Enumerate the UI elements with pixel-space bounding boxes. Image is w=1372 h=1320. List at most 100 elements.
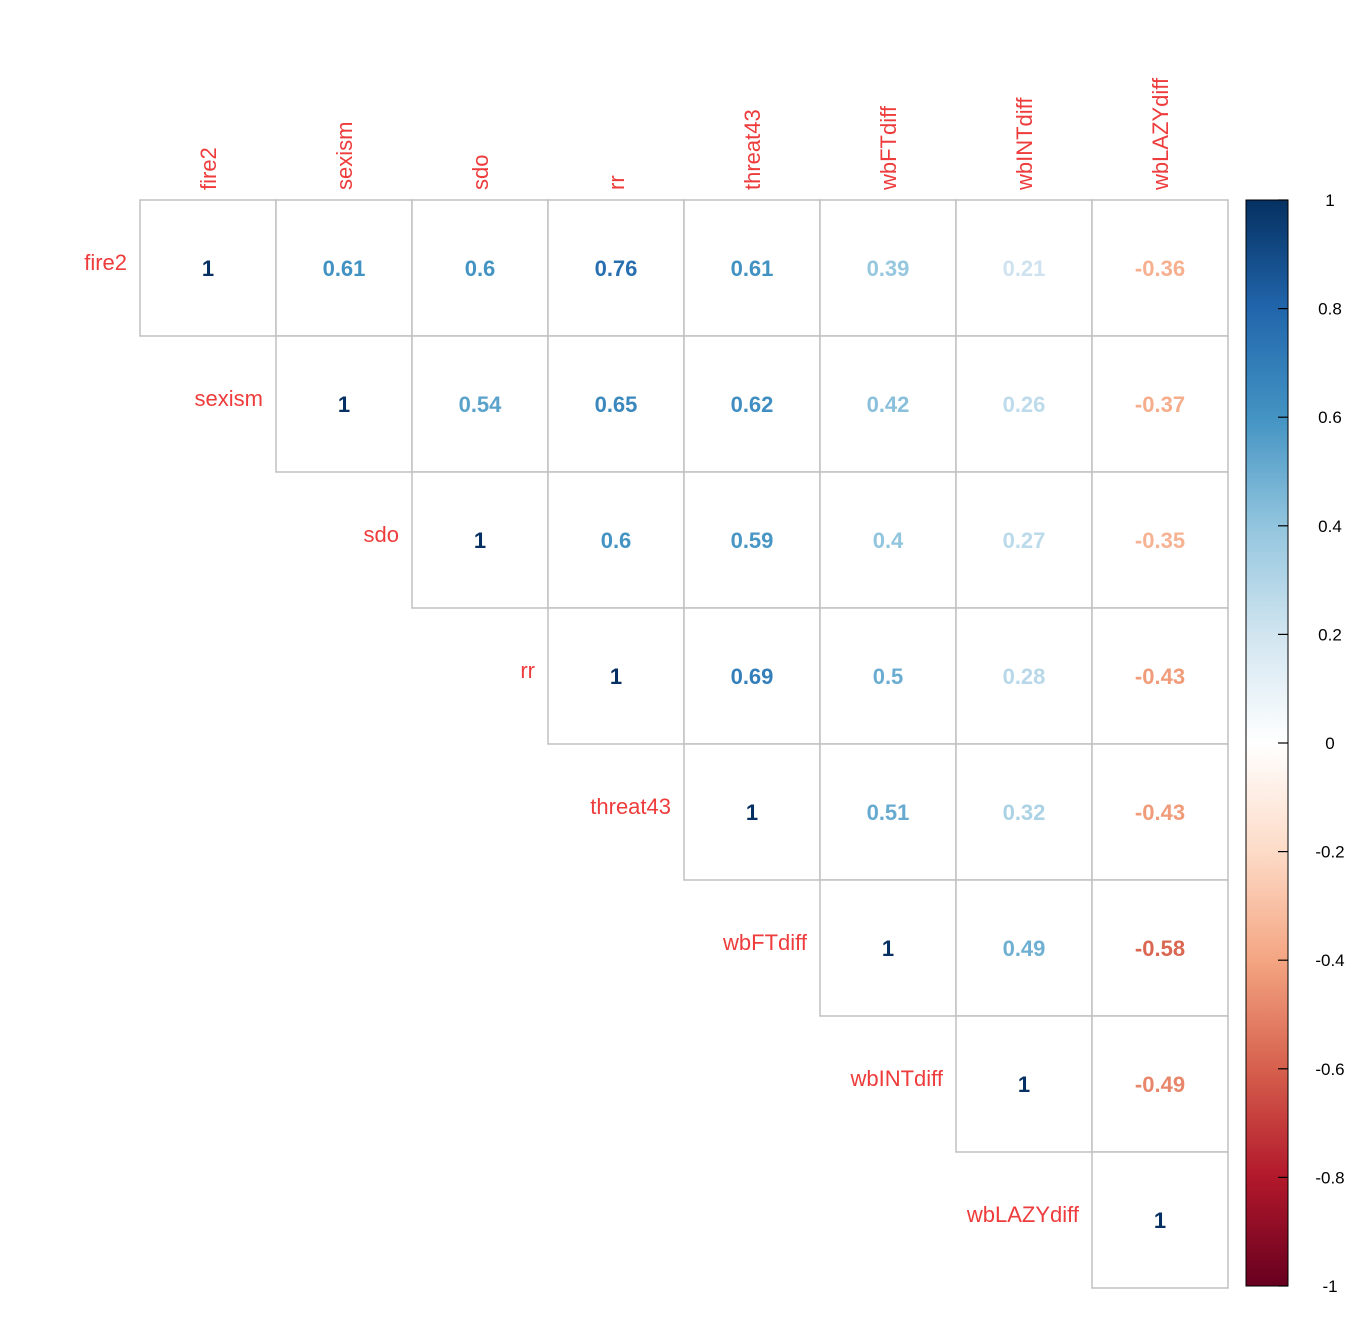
cell-sexism-wbFTdiff xyxy=(819,335,957,473)
value-sdo-wbFTdiff: 0.4 xyxy=(873,528,904,553)
column-label-fire2: fire2 xyxy=(196,147,221,190)
cell-rr-rr xyxy=(547,607,685,745)
value-rr-threat43: 0.69 xyxy=(731,664,774,689)
row-label-rr: rr xyxy=(520,658,535,683)
value-wbFTdiff-wbFTdiff: 1 xyxy=(882,936,894,961)
value-wbFTdiff-wbINTdiff: 0.49 xyxy=(1003,936,1046,961)
cell-fire2-rr xyxy=(547,199,685,337)
cell-rr-wbINTdiff xyxy=(955,607,1093,745)
value-rr-wbFTdiff: 0.5 xyxy=(873,664,904,689)
value-sdo-sdo: 1 xyxy=(474,528,486,553)
value-sexism-wbLAZYdiff: -0.37 xyxy=(1135,392,1185,417)
cell-sdo-sdo xyxy=(411,471,549,609)
value-wbINTdiff-wbINTdiff: 1 xyxy=(1018,1072,1030,1097)
column-label-threat43: threat43 xyxy=(740,109,765,190)
value-threat43-wbFTdiff: 0.51 xyxy=(867,800,910,825)
cell-sdo-wbFTdiff xyxy=(819,471,957,609)
column-label-wbFTdiff: wbFTdiff xyxy=(876,105,901,191)
color-legend-tick-label: -0.8 xyxy=(1315,1168,1344,1187)
column-label-sexism: sexism xyxy=(332,122,357,190)
value-sdo-threat43: 0.59 xyxy=(731,528,774,553)
value-rr-wbINTdiff: 0.28 xyxy=(1003,664,1046,689)
row-label-sexism: sexism xyxy=(195,386,263,411)
cell-wbFTdiff-wbFTdiff xyxy=(819,879,957,1017)
cell-sdo-threat43 xyxy=(683,471,821,609)
column-labels: fire2 sexism sdo rr threat43 wbFTdiff wbINTdif… xyxy=(196,77,1173,191)
value-threat43-wbLAZYdiff: -0.43 xyxy=(1135,800,1185,825)
cell-fire2-wbFTdiff xyxy=(819,199,957,337)
cell-sexism-wbLAZYdiff xyxy=(1091,335,1229,473)
value-wbINTdiff-wbLAZYdiff: -0.49 xyxy=(1135,1072,1185,1097)
value-fire2-threat43: 0.61 xyxy=(731,256,774,281)
cell-wbINTdiff-wbLAZYdiff xyxy=(1091,1015,1229,1153)
value-sexism-wbFTdiff: 0.42 xyxy=(867,392,910,417)
value-fire2-fire2: 1 xyxy=(202,256,214,281)
cell-threat43-wbINTdiff xyxy=(955,743,1093,881)
cell-fire2-threat43 xyxy=(683,199,821,337)
value-wbLAZYdiff-wbLAZYdiff: 1 xyxy=(1154,1208,1166,1233)
value-sdo-wbINTdiff: 0.27 xyxy=(1003,528,1046,553)
cell-fire2-wbLAZYdiff xyxy=(1091,199,1229,337)
color-legend-ticks: 1 0.8 0.6 0.4 0.2 0 -0.2 -0.4 -0.6 -0.8 -1 xyxy=(1278,191,1345,1296)
column-label-rr: rr xyxy=(604,175,629,190)
color-legend-tick-label: -0.4 xyxy=(1315,951,1344,970)
cell-threat43-wbFTdiff xyxy=(819,743,957,881)
value-threat43-threat43: 1 xyxy=(746,800,758,825)
row-label-wbLAZYdiff: wbLAZYdiff xyxy=(966,1202,1080,1227)
color-legend-tick-label: -0.2 xyxy=(1315,843,1344,862)
color-legend-tick-label: 0.8 xyxy=(1318,300,1342,319)
value-sexism-sdo: 0.54 xyxy=(459,392,503,417)
cell-rr-threat43 xyxy=(683,607,821,745)
value-rr-wbLAZYdiff: -0.43 xyxy=(1135,664,1185,689)
row-label-threat43: threat43 xyxy=(590,794,671,819)
row-label-wbINTdiff: wbINTdiff xyxy=(849,1066,943,1091)
value-rr-rr: 1 xyxy=(610,664,622,689)
color-legend-tick-label: 0.4 xyxy=(1318,517,1342,536)
column-label-sdo: sdo xyxy=(468,155,493,190)
cell-fire2-sdo xyxy=(411,199,549,337)
color-legend-tick-label: -1 xyxy=(1322,1277,1337,1296)
cell-fire2-sexism xyxy=(275,199,413,337)
row-label-fire2: fire2 xyxy=(84,250,127,275)
color-legend-tick-label: 0 xyxy=(1325,734,1334,753)
value-wbFTdiff-wbLAZYdiff: -0.58 xyxy=(1135,936,1185,961)
cell-fire2-fire2 xyxy=(139,199,277,337)
cell-threat43-wbLAZYdiff xyxy=(1091,743,1229,881)
correlation-grid xyxy=(139,199,1229,1289)
cell-wbINTdiff-wbINTdiff xyxy=(955,1015,1093,1153)
cell-wbLAZYdiff-wbLAZYdiff xyxy=(1091,1151,1229,1289)
value-sdo-rr: 0.6 xyxy=(601,528,632,553)
color-legend-tick-label: -0.6 xyxy=(1315,1060,1344,1079)
value-sexism-threat43: 0.62 xyxy=(731,392,774,417)
value-fire2-wbINTdiff: 0.21 xyxy=(1003,256,1046,281)
column-label-wbINTdiff: wbINTdiff xyxy=(1012,97,1037,191)
value-sexism-wbINTdiff: 0.26 xyxy=(1003,392,1046,417)
color-legend-tick-label: 0.6 xyxy=(1318,408,1342,427)
row-label-sdo: sdo xyxy=(364,522,399,547)
row-label-wbFTdiff: wbFTdiff xyxy=(722,930,808,955)
cell-sdo-rr xyxy=(547,471,685,609)
cell-sexism-sdo xyxy=(411,335,549,473)
value-fire2-wbFTdiff: 0.39 xyxy=(867,256,910,281)
value-fire2-wbLAZYdiff: -0.36 xyxy=(1135,256,1185,281)
value-fire2-sdo: 0.6 xyxy=(465,256,496,281)
row-labels: fire2 sexism sdo rr threat43 wbFTdiff wbINTdif… xyxy=(84,250,1080,1227)
cell-rr-wbLAZYdiff xyxy=(1091,607,1229,745)
value-fire2-rr: 0.76 xyxy=(595,256,638,281)
cell-sexism-wbINTdiff xyxy=(955,335,1093,473)
cell-sexism-sexism xyxy=(275,335,413,473)
cell-sdo-wbINTdiff xyxy=(955,471,1093,609)
cell-wbFTdiff-wbLAZYdiff xyxy=(1091,879,1229,1017)
cell-sdo-wbLAZYdiff xyxy=(1091,471,1229,609)
value-sdo-wbLAZYdiff: -0.35 xyxy=(1135,528,1185,553)
value-sexism-rr: 0.65 xyxy=(595,392,638,417)
value-fire2-sexism: 0.61 xyxy=(323,256,366,281)
cell-sexism-threat43 xyxy=(683,335,821,473)
color-legend-tick-label: 0.2 xyxy=(1318,625,1342,644)
cell-threat43-threat43 xyxy=(683,743,821,881)
column-label-wbLAZYdiff: wbLAZYdiff xyxy=(1148,77,1173,191)
color-legend: 1 0.8 0.6 0.4 0.2 0 -0.2 -0.4 -0.6 -0.8 -1 xyxy=(1245,191,1345,1296)
value-threat43-wbINTdiff: 0.32 xyxy=(1003,800,1046,825)
correlation-values: 1 0.61 0.6 0.76 0.61 0.39 0.21 -0.361 0.54 0.65 0.… xyxy=(202,256,1185,1233)
